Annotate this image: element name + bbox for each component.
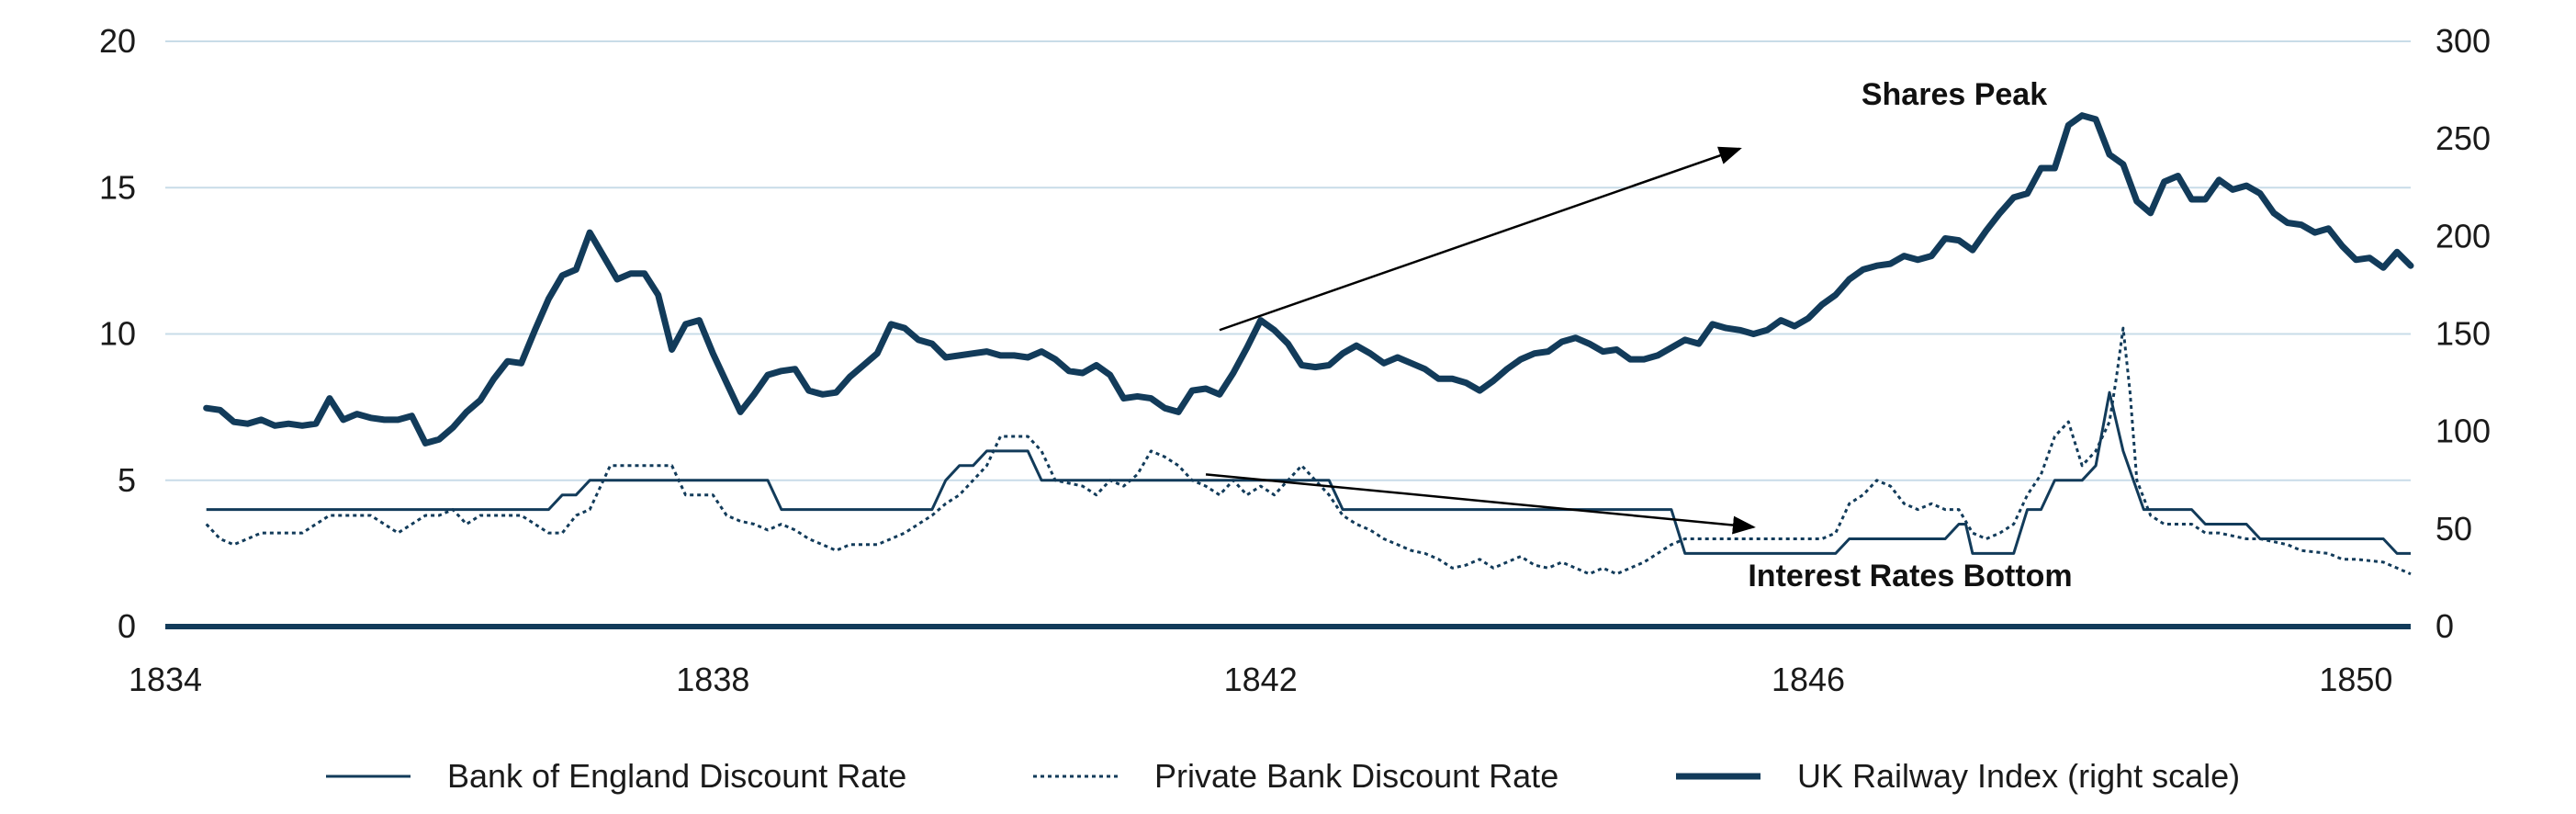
- left-y-axis: 0 5 10 15 20: [99, 22, 136, 645]
- x-tick-label: 1850: [2319, 661, 2392, 698]
- series-line-solid-thin: [206, 390, 2411, 555]
- right-y-tick-label: 50: [2435, 510, 2472, 548]
- gridlines: [165, 40, 2411, 629]
- legend-label: Private Bank Discount Rate: [1154, 757, 1558, 795]
- x-tick-label: 1838: [676, 661, 749, 698]
- right-y-tick-label: 100: [2435, 413, 2491, 450]
- left-y-tick-label: 5: [118, 461, 136, 499]
- right-y-tick-label: 250: [2435, 119, 2491, 157]
- x-tick-label: 1842: [1224, 661, 1298, 698]
- series-line-solid-thick: [203, 112, 2414, 447]
- right-y-tick-label: 0: [2435, 607, 2454, 645]
- right-y-tick-label: 200: [2435, 217, 2491, 254]
- shares-peak-arrow: [1219, 146, 1742, 332]
- annotations: Shares Peak Interest Rates Bottom: [1205, 77, 2073, 594]
- right-y-tick-label: 150: [2435, 315, 2491, 353]
- x-axis: 1834 1838 1842 1846 1850: [129, 661, 2392, 698]
- left-y-tick-label: 0: [118, 607, 136, 645]
- left-y-tick-label: 20: [99, 22, 136, 60]
- series-line-dotted: [205, 326, 2412, 576]
- legend: Bank of England Discount Rate Private Ban…: [326, 757, 2240, 795]
- interest-rates-bottom-label: Interest Rates Bottom: [1748, 559, 2072, 594]
- shares-peak-label: Shares Peak: [1862, 77, 2047, 112]
- x-tick-label: 1846: [1772, 661, 1845, 698]
- left-y-tick-label: 15: [99, 168, 136, 206]
- legend-label: Bank of England Discount Rate: [447, 757, 906, 795]
- left-y-tick-label: 10: [99, 315, 136, 353]
- legend-label: UK Railway Index (right scale): [1797, 757, 2240, 795]
- x-tick-label: 1834: [129, 661, 202, 698]
- series-lines: [203, 112, 2414, 576]
- right-y-tick-label: 300: [2435, 22, 2491, 60]
- right-y-axis: 0 50 100 150 200 250 300: [2435, 22, 2491, 645]
- interest-rates-bottom-arrow: [1205, 473, 1756, 535]
